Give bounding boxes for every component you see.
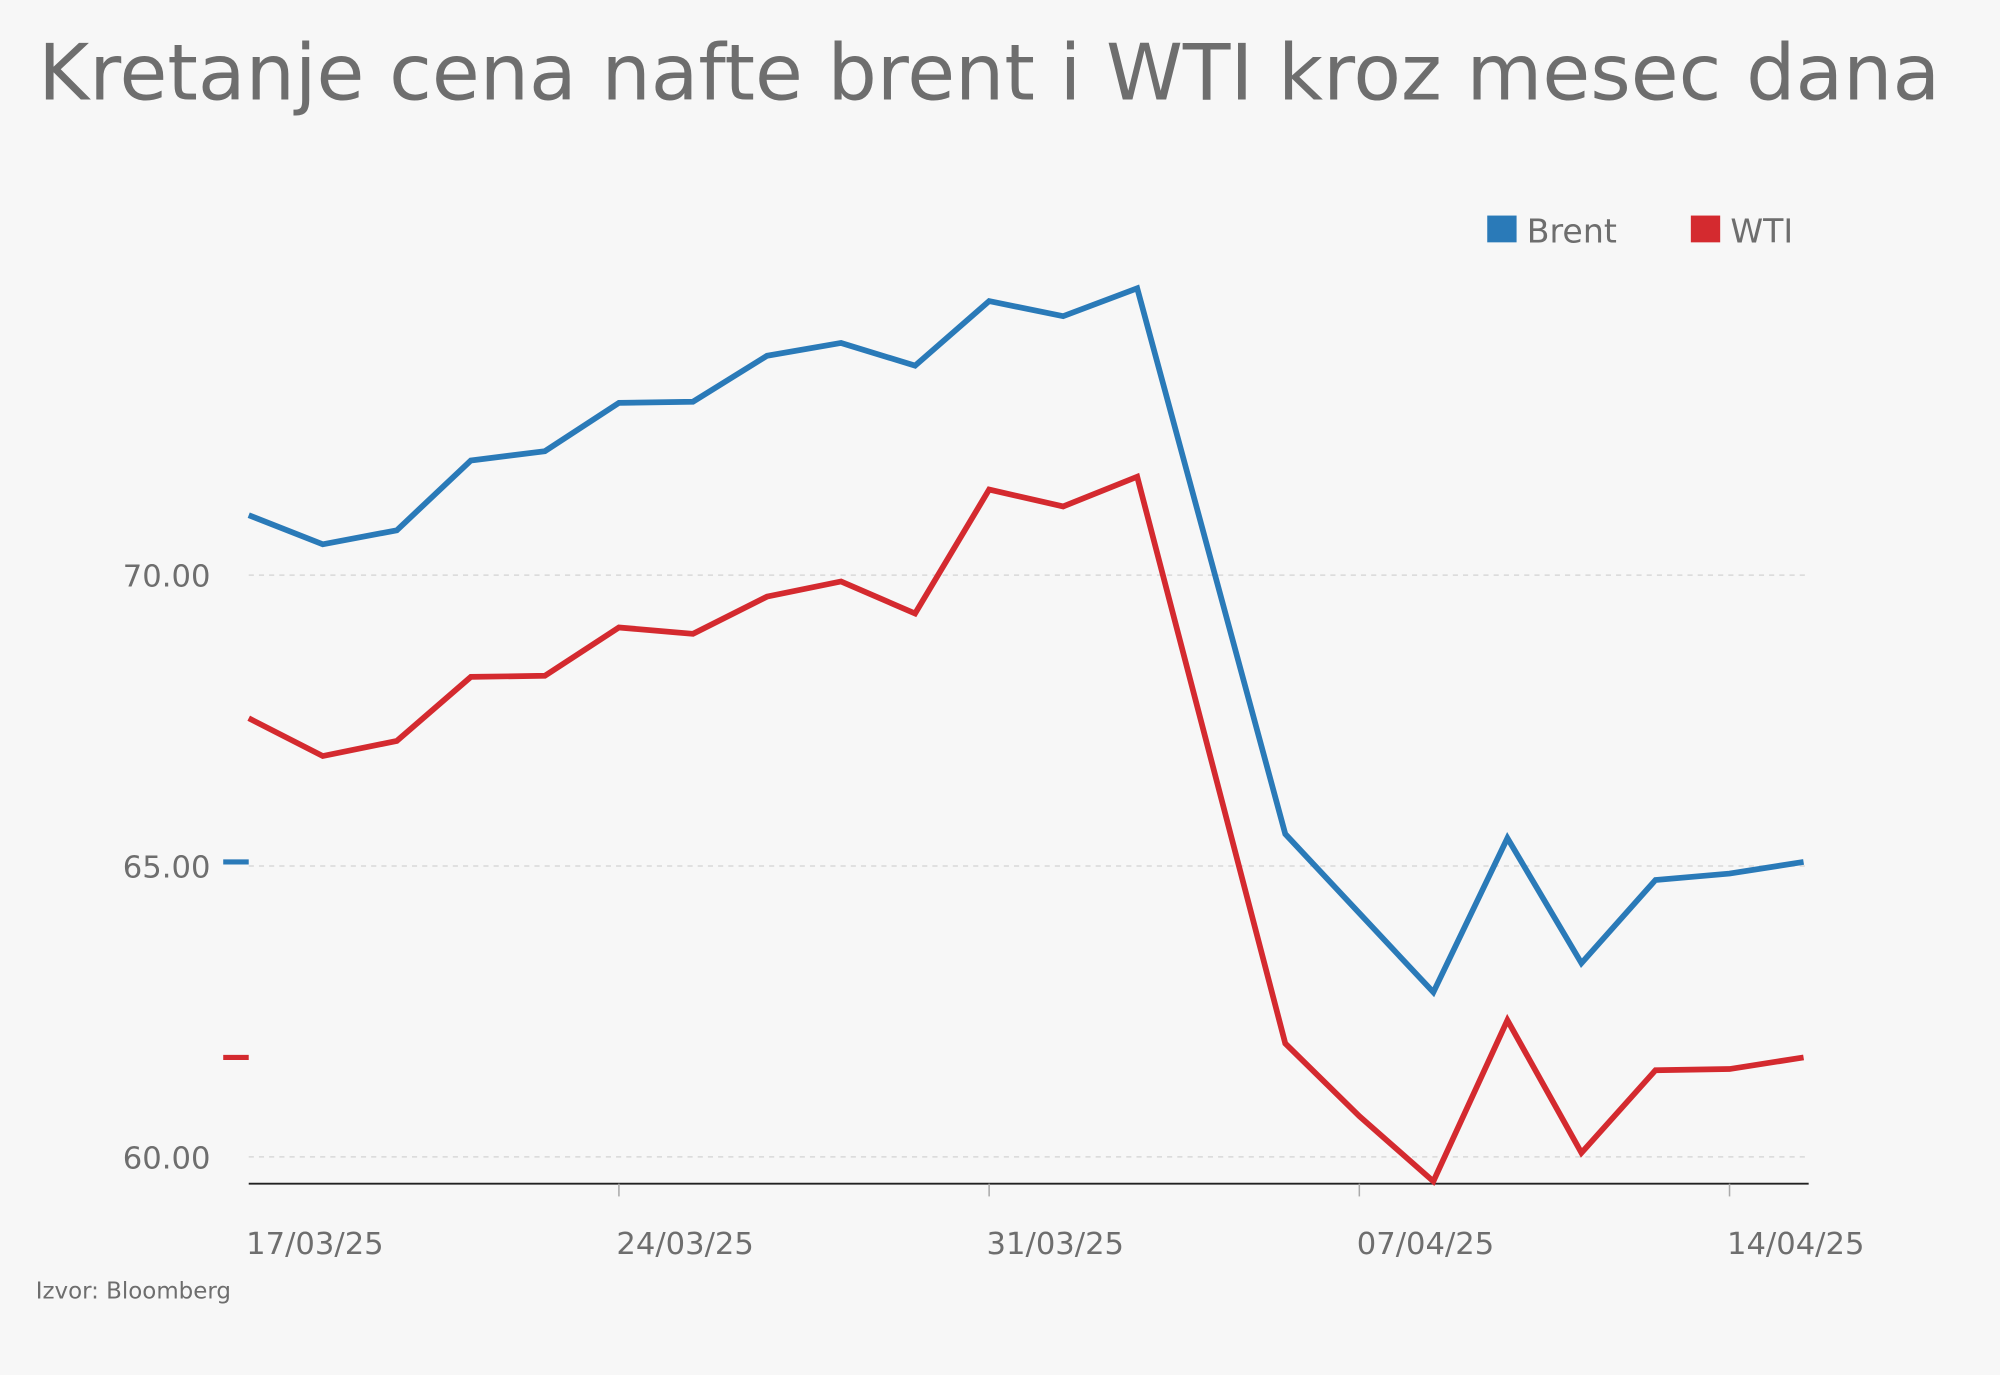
x-tick-label: 07/04/25 <box>1357 1227 1494 1262</box>
legend-swatch <box>1487 215 1517 243</box>
legend-swatch <box>1690 215 1721 243</box>
y-tick-label: 70.00 <box>123 560 211 595</box>
series-line <box>247 284 1805 998</box>
x-tick-label: 17/03/25 <box>246 1227 383 1262</box>
legend-label: WTI <box>1730 211 1793 250</box>
chart-title: Kretanje cena nafte brent i WTI kroz mes… <box>38 28 1940 118</box>
source-note: Izvor: Bloomberg <box>36 1278 231 1304</box>
y-tick-label: 60.00 <box>123 1141 211 1176</box>
x-tick-label: 24/03/25 <box>616 1227 753 1262</box>
series-line <box>247 472 1805 1187</box>
x-tick-label: 31/03/25 <box>987 1227 1124 1262</box>
y-tick-label: 65.00 <box>123 850 211 885</box>
x-tick-label: 14/04/25 <box>1727 1227 1864 1262</box>
legend-label: Brent <box>1527 211 1617 250</box>
